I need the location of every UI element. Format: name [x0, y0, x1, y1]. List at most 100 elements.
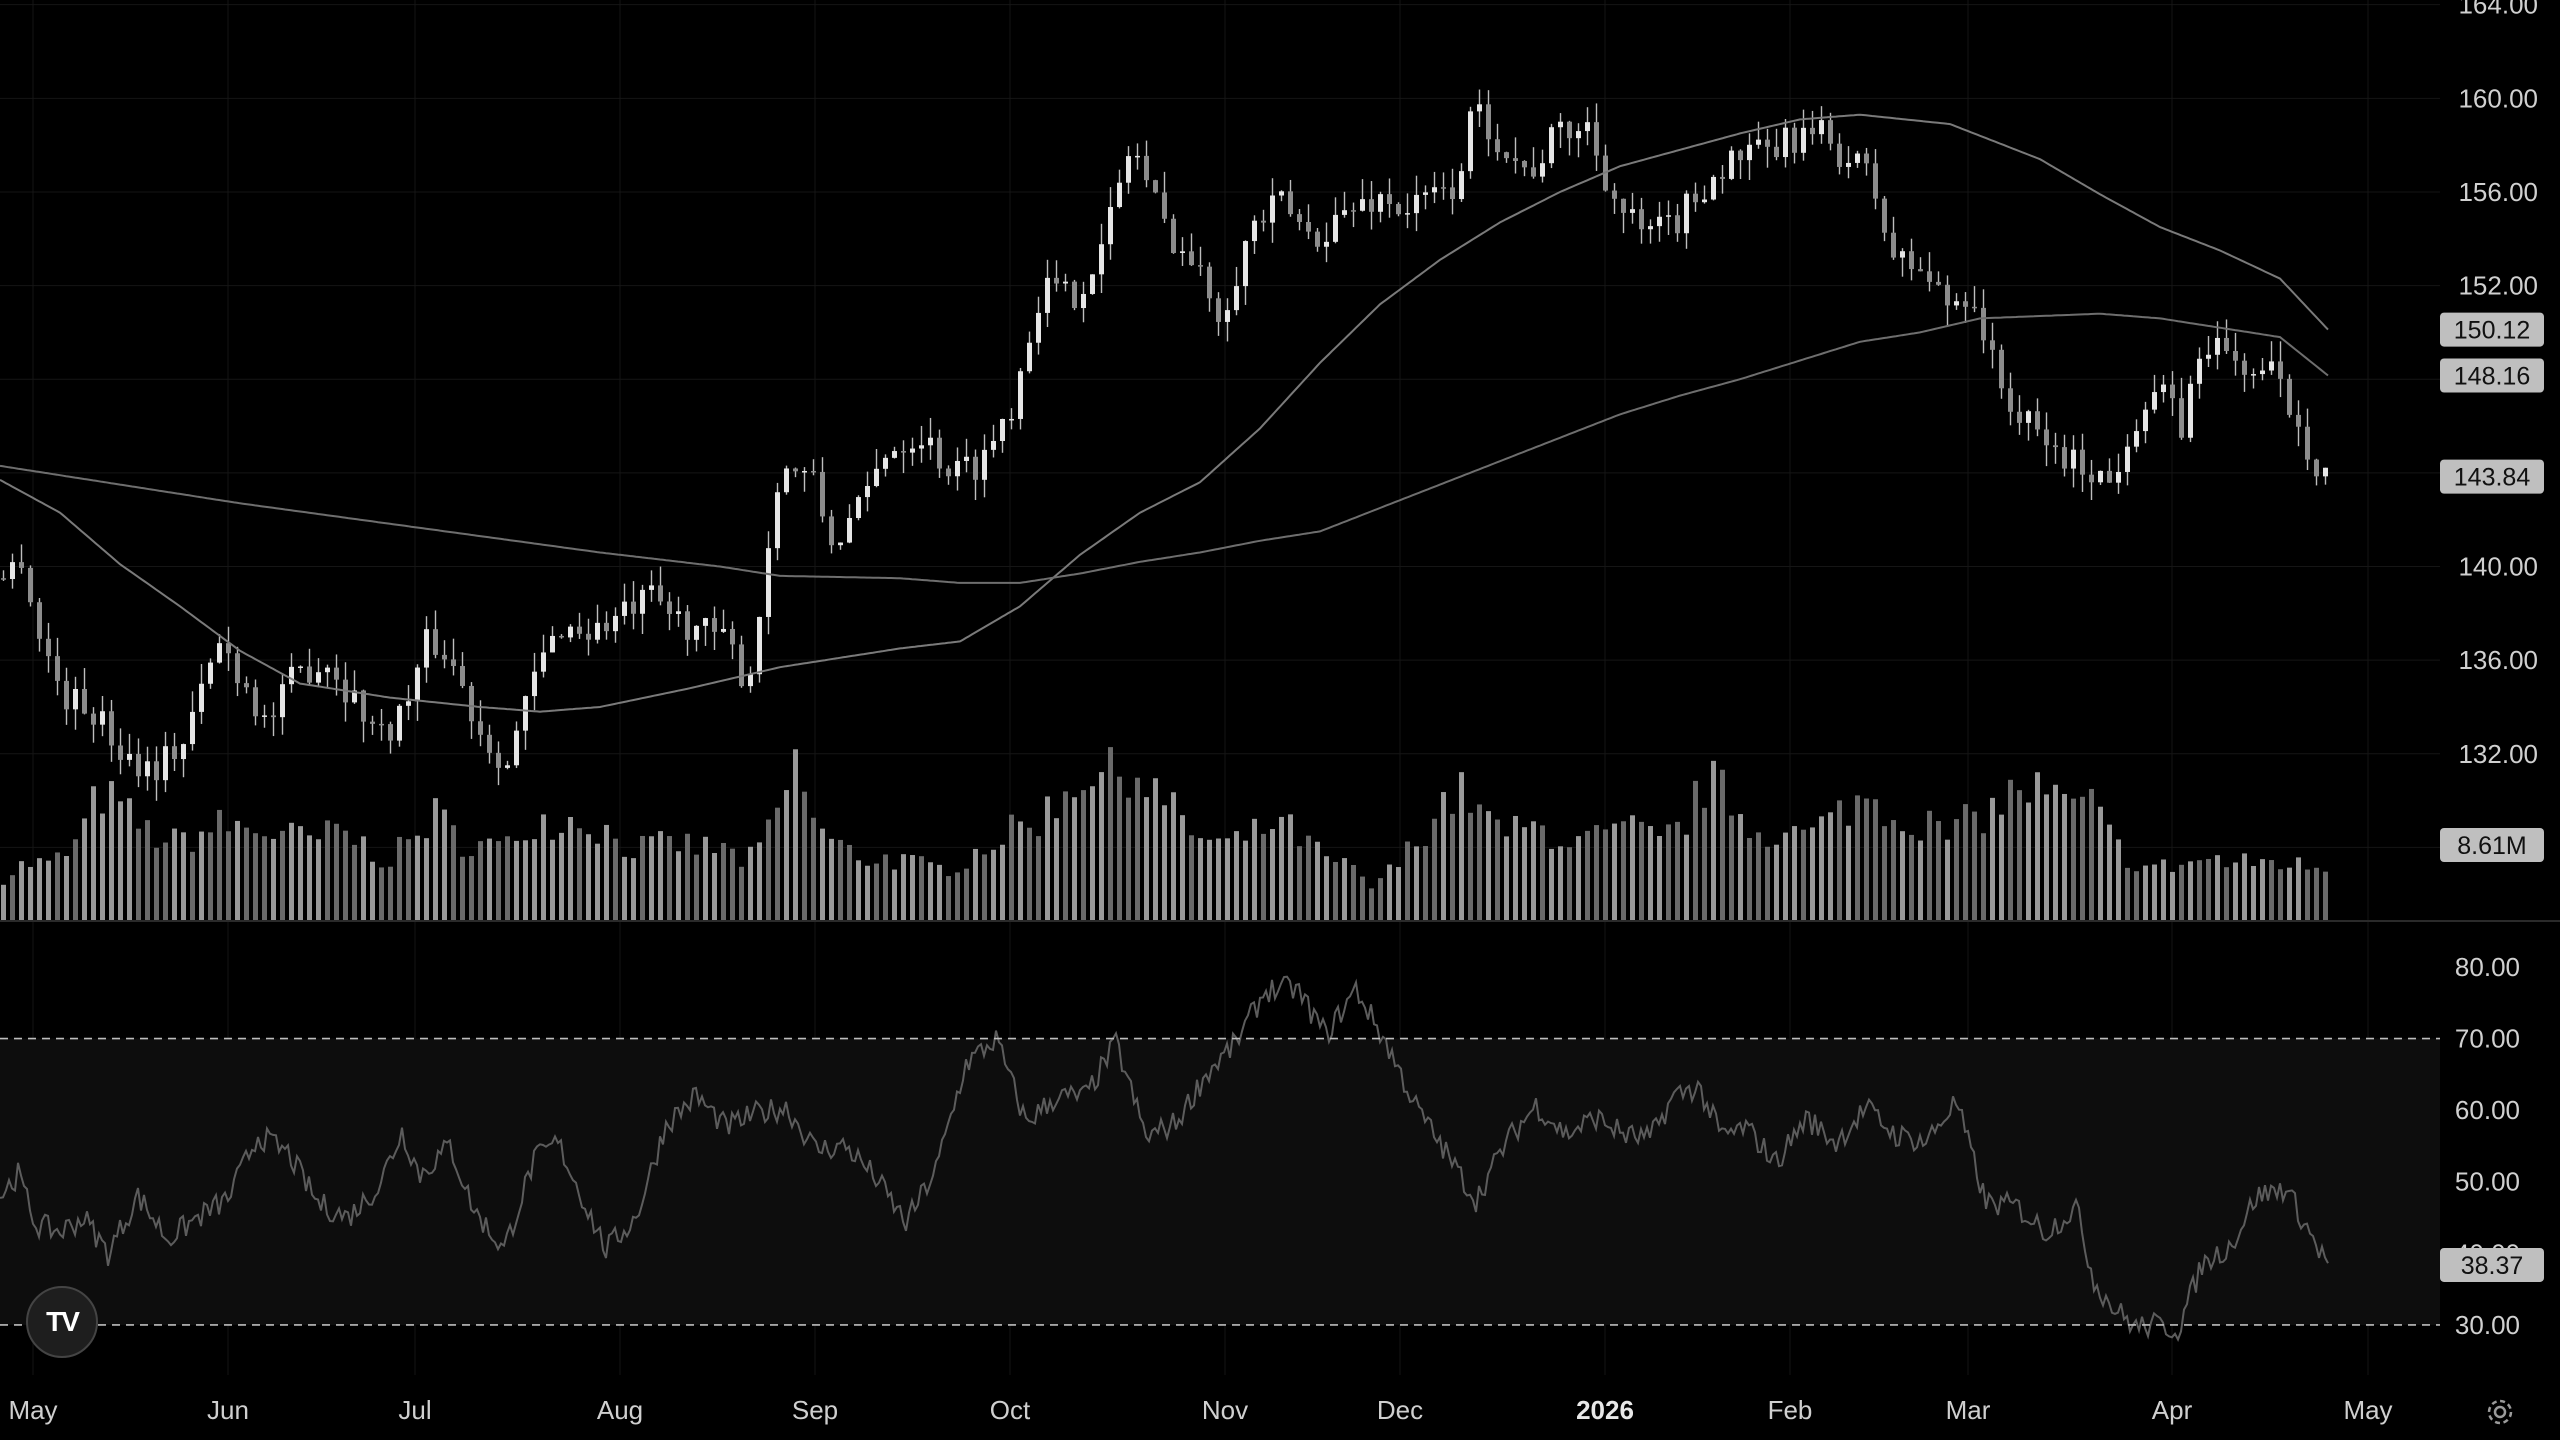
- volume-bar: [154, 847, 159, 920]
- candle-body: [604, 622, 609, 632]
- candle-body: [739, 644, 744, 687]
- volume-bar: [640, 835, 645, 920]
- candle-body: [577, 626, 582, 634]
- candle-body: [1432, 187, 1437, 193]
- volume-bar: [1522, 827, 1527, 920]
- candle-body: [2089, 474, 2094, 483]
- candle-body: [1981, 307, 1986, 341]
- candle-body: [676, 611, 681, 614]
- volume-bar: [1027, 827, 1032, 920]
- candle-body: [811, 471, 816, 473]
- volume-bar: [901, 854, 906, 920]
- volume-bar: [1360, 876, 1365, 920]
- volume-badge-label: 8.61M: [2457, 832, 2526, 860]
- candle-body: [1180, 251, 1185, 253]
- volume-bar: [595, 843, 600, 920]
- volume-bar: [334, 823, 339, 920]
- candle-body: [919, 445, 924, 449]
- candle-body: [1108, 207, 1113, 245]
- volume-bar: [1531, 821, 1536, 920]
- candle-body: [325, 667, 330, 673]
- volume-bar: [1990, 797, 1995, 920]
- volume-bar: [1270, 829, 1275, 920]
- volume-bar: [208, 832, 213, 920]
- volume-bar: [1297, 846, 1302, 920]
- candle-body: [19, 562, 24, 568]
- candle-body: [388, 724, 393, 741]
- candle-body: [1936, 281, 1941, 285]
- volume-bar: [2287, 867, 2292, 920]
- volume-bar: [2089, 788, 2094, 920]
- volume-bar: [1450, 813, 1455, 920]
- volume-bar: [1603, 829, 1608, 920]
- volume-bar: [1729, 815, 1734, 920]
- tradingview-logo[interactable]: TV: [26, 1286, 98, 1358]
- volume-bar: [568, 817, 573, 920]
- volume-bar: [1621, 821, 1626, 920]
- candle-body: [2053, 445, 2058, 448]
- volume-bar: [631, 858, 636, 920]
- candle-body: [856, 497, 861, 519]
- volume-bar: [721, 842, 726, 920]
- candle-body: [1450, 187, 1455, 200]
- volume-bar: [244, 827, 249, 920]
- candle-body: [253, 687, 258, 717]
- price-badges: 150.12 148.16 143.84 8.61M 38.37: [2440, 312, 2544, 1282]
- candle-body: [1504, 152, 1509, 159]
- candle-body: [424, 629, 429, 668]
- volume-bar: [730, 848, 735, 920]
- candle-body: [1036, 312, 1041, 343]
- candle-body: [1999, 349, 2004, 389]
- volume-bar: [1513, 815, 1518, 920]
- candle-body: [631, 601, 636, 614]
- volume-histogram: [1, 747, 2328, 920]
- candle-body: [955, 460, 960, 477]
- candle-body: [892, 451, 897, 458]
- volume-bar: [1315, 841, 1320, 920]
- moving-average-fast: [0, 113, 2329, 713]
- candle-body: [64, 680, 69, 710]
- volume-bar: [1306, 835, 1311, 920]
- candle-body: [1810, 127, 1815, 135]
- settings-gear-icon[interactable]: [2480, 1392, 2520, 1432]
- volume-bar: [1288, 814, 1293, 920]
- volume-bar: [829, 838, 834, 920]
- candle-body: [307, 666, 312, 683]
- candle-body: [1648, 226, 1653, 230]
- candle-body: [1711, 176, 1716, 200]
- volume-bar: [46, 860, 51, 920]
- candle-body: [541, 652, 546, 672]
- volume-bar: [712, 853, 717, 920]
- candle-body: [622, 601, 627, 616]
- volume-bar: [1855, 795, 1860, 920]
- candle-body: [1297, 214, 1302, 223]
- candle-body: [82, 689, 87, 714]
- candle-body: [1207, 266, 1212, 299]
- volume-bar: [361, 836, 366, 920]
- volume-bar: [1612, 823, 1617, 920]
- volume-bar: [1585, 830, 1590, 920]
- price-tick-label: 156.00: [2458, 177, 2538, 207]
- volume-bar: [955, 872, 960, 920]
- candle-body: [334, 667, 339, 680]
- volume-bar: [1279, 816, 1284, 920]
- candle-body: [55, 656, 60, 681]
- volume-bar: [199, 831, 204, 920]
- volume-bar: [1036, 836, 1041, 920]
- volume-bar: [1783, 832, 1788, 920]
- time-axis[interactable]: May Jun Jul Aug Sep Oct Nov Dec 2026 Feb Mar Apr May: [8, 1395, 2392, 1425]
- candle-body: [2206, 354, 2211, 359]
- candle-body: [1234, 286, 1239, 311]
- volume-bar: [2161, 859, 2166, 920]
- candle-body: [1279, 191, 1284, 196]
- candle-body: [1900, 251, 1905, 258]
- volume-bar: [811, 817, 816, 920]
- candle-body: [2188, 383, 2193, 438]
- price-axis[interactable]: 164.00160.00156.00152.00148.00144.00140.…: [2458, 0, 2538, 862]
- candle-body: [370, 721, 375, 724]
- candle-body: [802, 471, 807, 473]
- volume-bar: [415, 835, 420, 920]
- candle-body: [379, 723, 384, 726]
- moving-averages: [0, 113, 2329, 713]
